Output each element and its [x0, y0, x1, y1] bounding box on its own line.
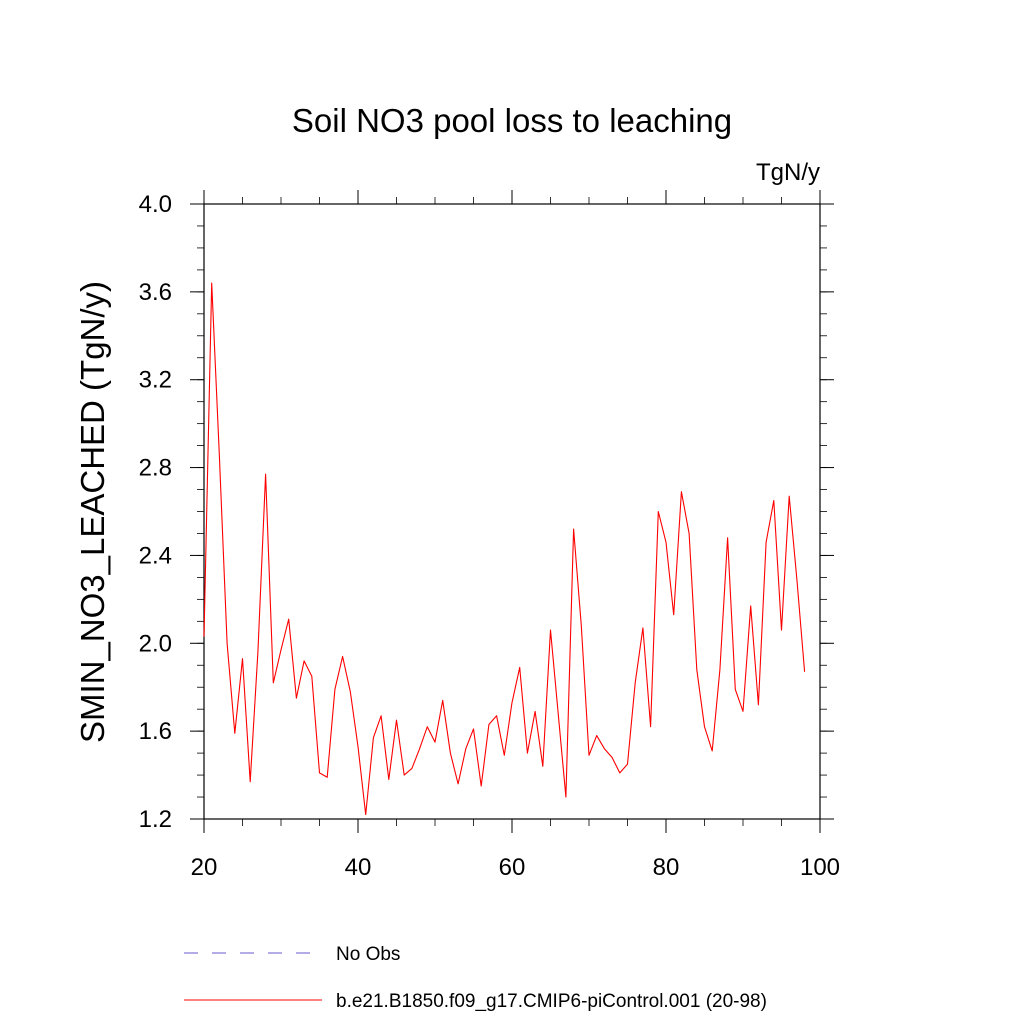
y-tick-label: 2.8: [139, 455, 172, 482]
x-tick-label: 40: [345, 854, 372, 881]
y-axis-label: SMIN_NO3_LEACHED (TgN/y): [74, 281, 111, 743]
legend: No Obs b.e21.B1850.f09_g17.CMIP6-piContro…: [184, 944, 767, 1012]
legend-label-1: b.e21.B1850.f09_g17.CMIP6-piControl.001 …: [336, 991, 767, 1012]
y-tick-label: 2.0: [139, 630, 172, 657]
y-tick-label: 1.2: [139, 806, 172, 833]
series-line-0: [203, 282, 806, 816]
axis-ticks: [190, 190, 834, 833]
x-tick-label: 80: [653, 854, 680, 881]
y-tick-label: 4.0: [139, 191, 172, 218]
axis-tick-labels: 1.2 1.6 2.0 2.4 2.8 3.2 3.6 4.0 20 40 60 80 100: [139, 191, 840, 881]
y-tick-label: 2.4: [139, 542, 172, 569]
series-layer: [203, 282, 806, 816]
legend-label-0: No Obs: [336, 944, 400, 965]
x-tick-label: 20: [191, 854, 218, 881]
x-tick-label: 100: [800, 854, 840, 881]
x-tick-label: 60: [499, 854, 526, 881]
y-tick-label: 3.2: [139, 367, 172, 394]
y-tick-label: 3.6: [139, 279, 172, 306]
units-label: TgN/y: [756, 159, 820, 186]
plot-border: [203, 203, 821, 820]
chart-title: Soil NO3 pool loss to leaching: [292, 102, 732, 139]
plot-frame: [203, 203, 821, 820]
y-tick-label: 1.6: [139, 718, 172, 745]
